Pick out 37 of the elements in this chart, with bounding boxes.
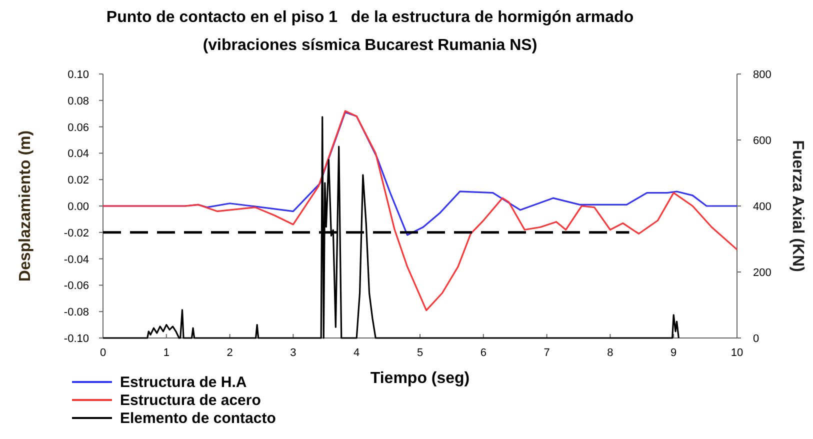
y2-tick-label: 200: [753, 267, 772, 279]
x-tick-label: 2: [226, 347, 233, 359]
x-tick-label: 10: [730, 347, 744, 359]
y-tick-label: 0.02: [68, 174, 89, 187]
y-tick-label: -0.06: [64, 280, 89, 292]
y-tick-label: 0.04: [68, 148, 89, 160]
y2-tick-label: 400: [753, 201, 772, 213]
x-tick-label: 4: [354, 347, 360, 359]
chart-title: Punto de contacto en el piso 1 de la estructura de hormigón armado: [106, 9, 634, 26]
y-tick-label: 0.08: [68, 95, 89, 108]
y-tick-label: -0.10: [64, 333, 89, 345]
y-tick-label: 0.10: [68, 69, 89, 81]
legend-label: Estructura de H.A: [120, 374, 247, 391]
x-tick-label: 3: [290, 347, 296, 359]
line-series: [102, 116, 680, 339]
x-tick-label: 6: [480, 347, 486, 359]
x-tick-label: 9: [670, 347, 677, 359]
y-tick-label: -0.08: [64, 306, 89, 319]
x-tick-label: 0: [100, 347, 106, 359]
x-tick-label: 1: [163, 347, 170, 359]
x-tick-label: 8: [607, 347, 614, 359]
legend-label: Estructura de acero: [120, 392, 261, 409]
y2-tick-label: 800: [753, 69, 772, 81]
y-axis-title: Desplazamiento (m): [17, 130, 34, 282]
legend-label: Elemento de contacto: [120, 410, 276, 427]
y-tick-label: -0.02: [64, 227, 89, 240]
y-tick-label: -0.04: [64, 254, 89, 266]
chart-subtitle: (vibraciones sísmica Bucarest Rumania NS): [202, 37, 538, 54]
x-tick-label: 5: [416, 347, 424, 359]
y2-axis-title: Fuerza Axial (KN): [789, 140, 806, 272]
y2-tick-label: 600: [753, 135, 772, 147]
line-series: [102, 110, 738, 312]
x-axis-title: Tiempo (seg): [370, 370, 470, 387]
x-tick-label: 7: [544, 347, 550, 359]
y-tick-label: 0.06: [68, 122, 89, 134]
y2-tick-label: 0: [753, 333, 760, 345]
y-tick-label: 0.00: [68, 201, 89, 213]
